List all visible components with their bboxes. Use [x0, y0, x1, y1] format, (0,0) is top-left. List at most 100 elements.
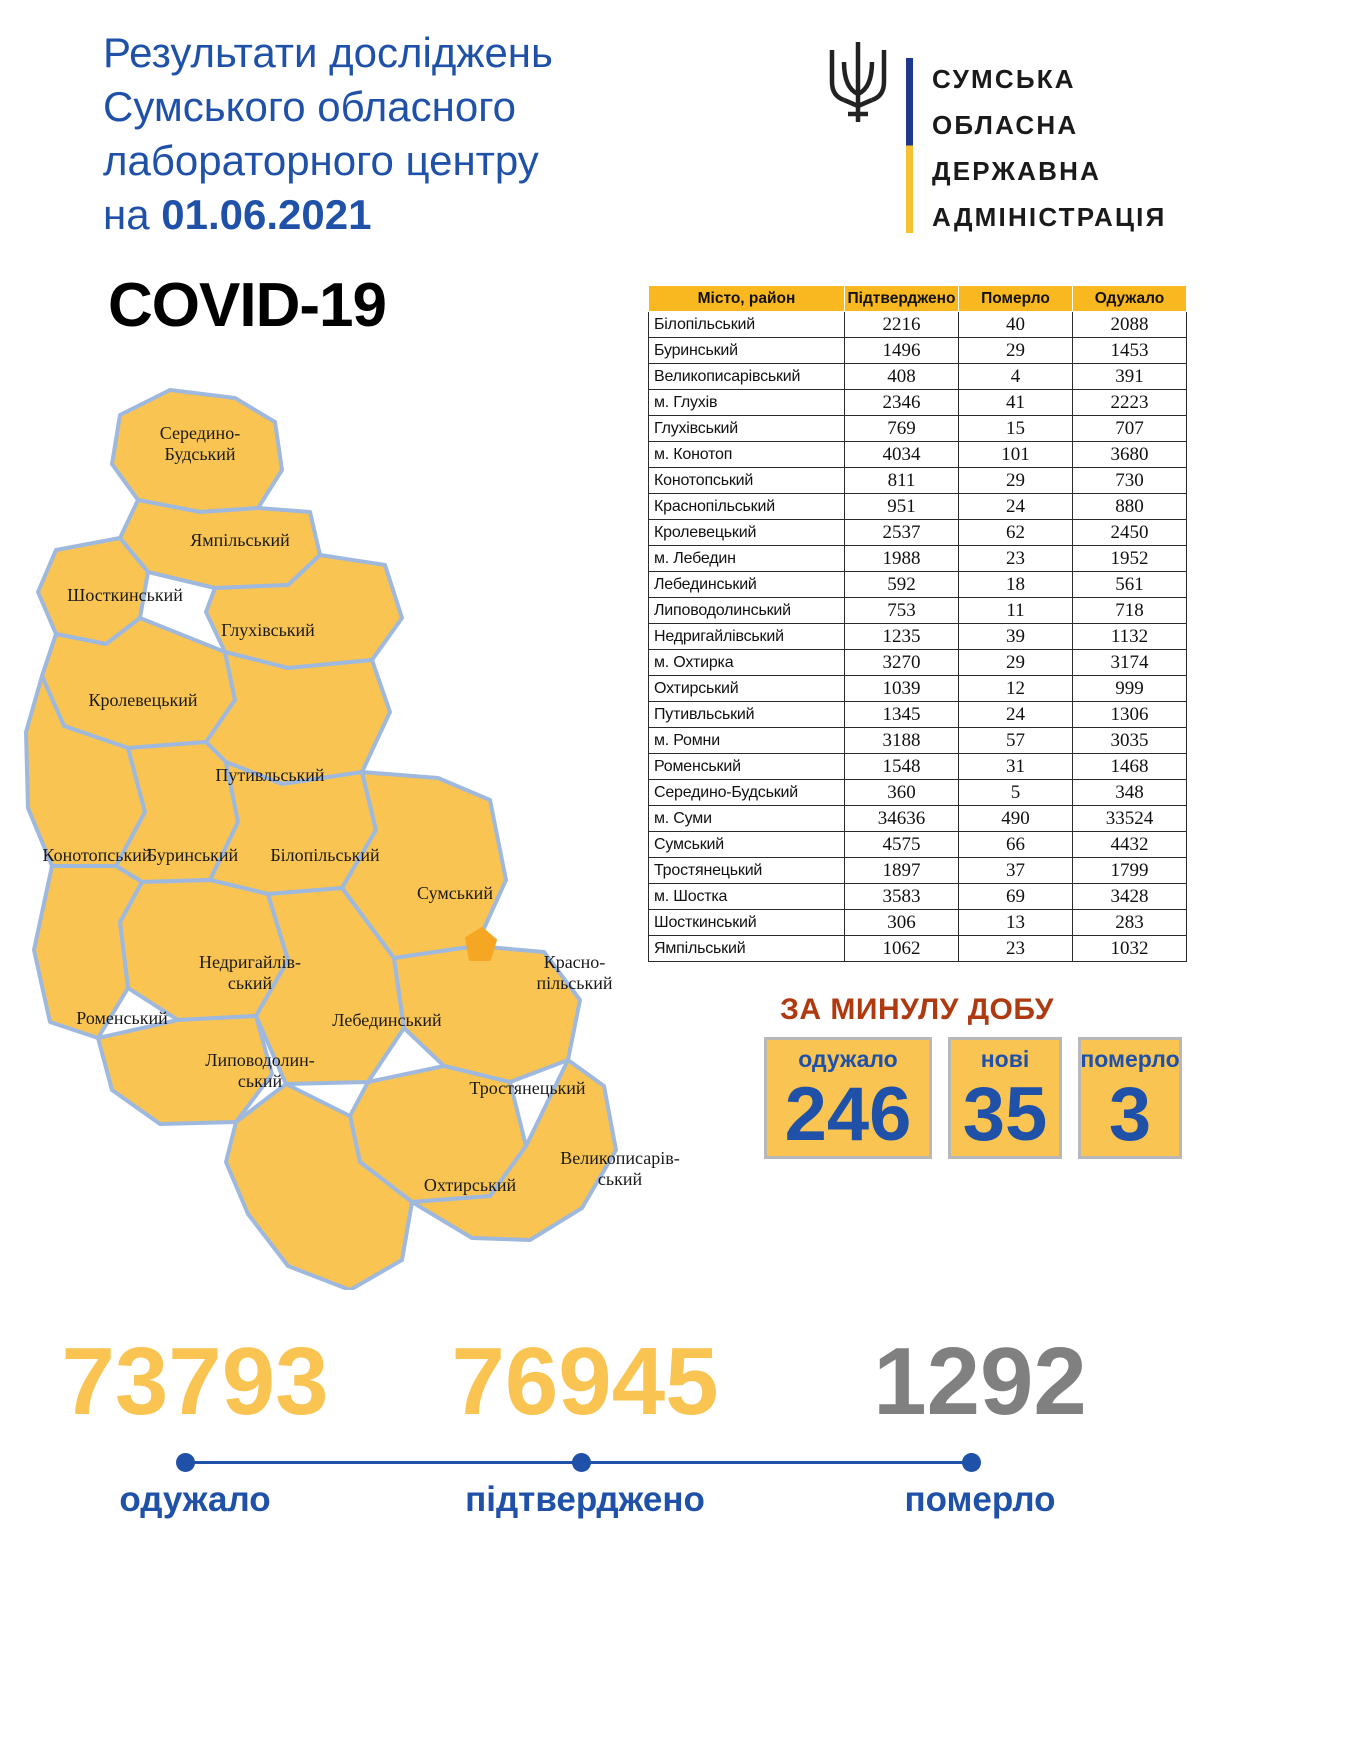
timeline-dot-recovered: [176, 1453, 195, 1472]
table-row: Конотопський 811 29 730: [648, 467, 1187, 494]
cell-confirmed: 951: [844, 493, 959, 520]
table-row: Роменський 1548 31 1468: [648, 753, 1187, 780]
cell-died: 23: [958, 545, 1073, 572]
cell-died: 29: [958, 649, 1073, 676]
table-row: Білопільський 2216 40 2088: [648, 311, 1187, 338]
cell-recovered: 707: [1072, 415, 1187, 442]
cell-confirmed: 1062: [844, 935, 959, 962]
covid-heading: COVID-19: [108, 271, 387, 340]
cell-confirmed: 1897: [844, 857, 959, 884]
cell-recovered: 391: [1072, 363, 1187, 390]
total-died: 1292 померло: [830, 1330, 1130, 1520]
cell-confirmed: 1345: [844, 701, 959, 728]
header: Результати досліджень Сумського обласног…: [0, 0, 1346, 340]
report-date: 01.06.2021: [161, 191, 372, 238]
cell-died: 69: [958, 883, 1073, 910]
cell-name: Липоводолинський: [648, 597, 845, 624]
daily-section-title: ЗА МИНУЛУ ДОБУ: [780, 993, 1054, 1026]
cell-confirmed: 2346: [844, 389, 959, 416]
cell-confirmed: 2537: [844, 519, 959, 546]
table-row: м. Шостка 3583 69 3428: [648, 883, 1187, 910]
total-confirmed-label: підтверджено: [465, 1480, 705, 1519]
table-row: Лебединський 592 18 561: [648, 571, 1187, 598]
cell-name: м. Конотоп: [648, 441, 845, 468]
cell-recovered: 2088: [1072, 311, 1187, 338]
title-date-line: на 01.06.2021: [103, 188, 703, 242]
cell-name: Недригайлівський: [648, 623, 845, 650]
cell-recovered: 1952: [1072, 545, 1187, 572]
daily-box-recovered: одужало 246: [764, 1037, 932, 1159]
cell-confirmed: 753: [844, 597, 959, 624]
cell-recovered: 1132: [1072, 623, 1187, 650]
daily-label-new: нові: [980, 1046, 1030, 1072]
daily-stats-boxes: одужало 246 нові 35 померло 3: [648, 1037, 1186, 1159]
cell-confirmed: 306: [844, 909, 959, 936]
table-row: Великописарівський 408 4 391: [648, 363, 1187, 390]
total-recovered-label: одужало: [119, 1480, 271, 1519]
table-row: Тростянецький 1897 37 1799: [648, 857, 1187, 884]
cell-confirmed: 1235: [844, 623, 959, 650]
page-title: Результати досліджень Сумського обласног…: [103, 26, 703, 242]
cell-recovered: 3680: [1072, 441, 1187, 468]
cell-confirmed: 408: [844, 363, 959, 390]
cell-name: Ямпільський: [648, 935, 845, 962]
cell-name: Глухівський: [648, 415, 845, 442]
logo-line-2: ОБЛАСНА: [932, 110, 1079, 140]
cell-name: Великописарівський: [648, 363, 845, 390]
table-row: Краснопільський 951 24 880: [648, 493, 1187, 520]
cell-name: Краснопільський: [648, 493, 845, 520]
logo-line-1: СУМСЬКА: [932, 64, 1076, 94]
column-header-recovered: Одужало: [1072, 285, 1187, 312]
cell-name: м. Шостка: [648, 883, 845, 910]
cell-name: м. Суми: [648, 805, 845, 832]
oblast-administration-logo: СУМСЬКА ОБЛАСНА ДЕРЖАВНА АДМІНІСТРАЦІЯ: [812, 28, 1192, 233]
table-row: Сумський 4575 66 4432: [648, 831, 1187, 858]
cell-recovered: 283: [1072, 909, 1187, 936]
title-line-1: Результати досліджень: [103, 29, 553, 76]
cell-died: 13: [958, 909, 1073, 936]
table-row: м. Лебедин 1988 23 1952: [648, 545, 1187, 572]
cell-name: Конотопський: [648, 467, 845, 494]
cell-name: Шосткинський: [648, 909, 845, 936]
logo-text-block: СУМСЬКА ОБЛАСНА ДЕРЖАВНА АДМІНІСТРАЦІЯ: [932, 56, 1167, 240]
daily-value-recovered: 246: [784, 1072, 912, 1157]
cell-died: 40: [958, 311, 1073, 338]
cell-name: Буринський: [648, 337, 845, 364]
table-row: Липоводолинський 753 11 718: [648, 597, 1187, 624]
total-confirmed-value: 76945: [451, 1328, 719, 1435]
cell-confirmed: 1548: [844, 753, 959, 780]
cell-confirmed: 1496: [844, 337, 959, 364]
timeline-dot-died: [962, 1453, 981, 1472]
cell-confirmed: 2216: [844, 311, 959, 338]
sumy-city-marker: [464, 926, 498, 961]
total-confirmed: 76945 підтверджено: [420, 1330, 750, 1520]
cell-recovered: 4432: [1072, 831, 1187, 858]
map-svg: [24, 388, 618, 1290]
cell-died: 57: [958, 727, 1073, 754]
cell-name: м. Лебедин: [648, 545, 845, 572]
title-line-2: Сумського обласного: [103, 83, 516, 130]
cell-recovered: 880: [1072, 493, 1187, 520]
cell-recovered: 561: [1072, 571, 1187, 598]
table-row: м. Ромни 3188 57 3035: [648, 727, 1187, 754]
table-row: Буринський 1496 29 1453: [648, 337, 1187, 364]
cell-confirmed: 592: [844, 571, 959, 598]
table-row: Глухівський 769 15 707: [648, 415, 1187, 442]
table-row: Охтирський 1039 12 999: [648, 675, 1187, 702]
cell-recovered: 33524: [1072, 805, 1187, 832]
cell-recovered: 1032: [1072, 935, 1187, 962]
cell-confirmed: 811: [844, 467, 959, 494]
cell-recovered: 3174: [1072, 649, 1187, 676]
cell-died: 62: [958, 519, 1073, 546]
cell-recovered: 1306: [1072, 701, 1187, 728]
table-row: м. Конотоп 4034 101 3680: [648, 441, 1187, 468]
cell-confirmed: 769: [844, 415, 959, 442]
cell-name: Кролевецький: [648, 519, 845, 546]
cell-confirmed: 3270: [844, 649, 959, 676]
cell-died: 18: [958, 571, 1073, 598]
table-row: Кролевецький 2537 62 2450: [648, 519, 1187, 546]
table-header-row: Місто, район Підтверджено Померло Одужал…: [648, 285, 1187, 312]
cell-died: 490: [958, 805, 1073, 832]
cell-name: м. Ромни: [648, 727, 845, 754]
daily-label-died: померло: [1080, 1046, 1180, 1072]
